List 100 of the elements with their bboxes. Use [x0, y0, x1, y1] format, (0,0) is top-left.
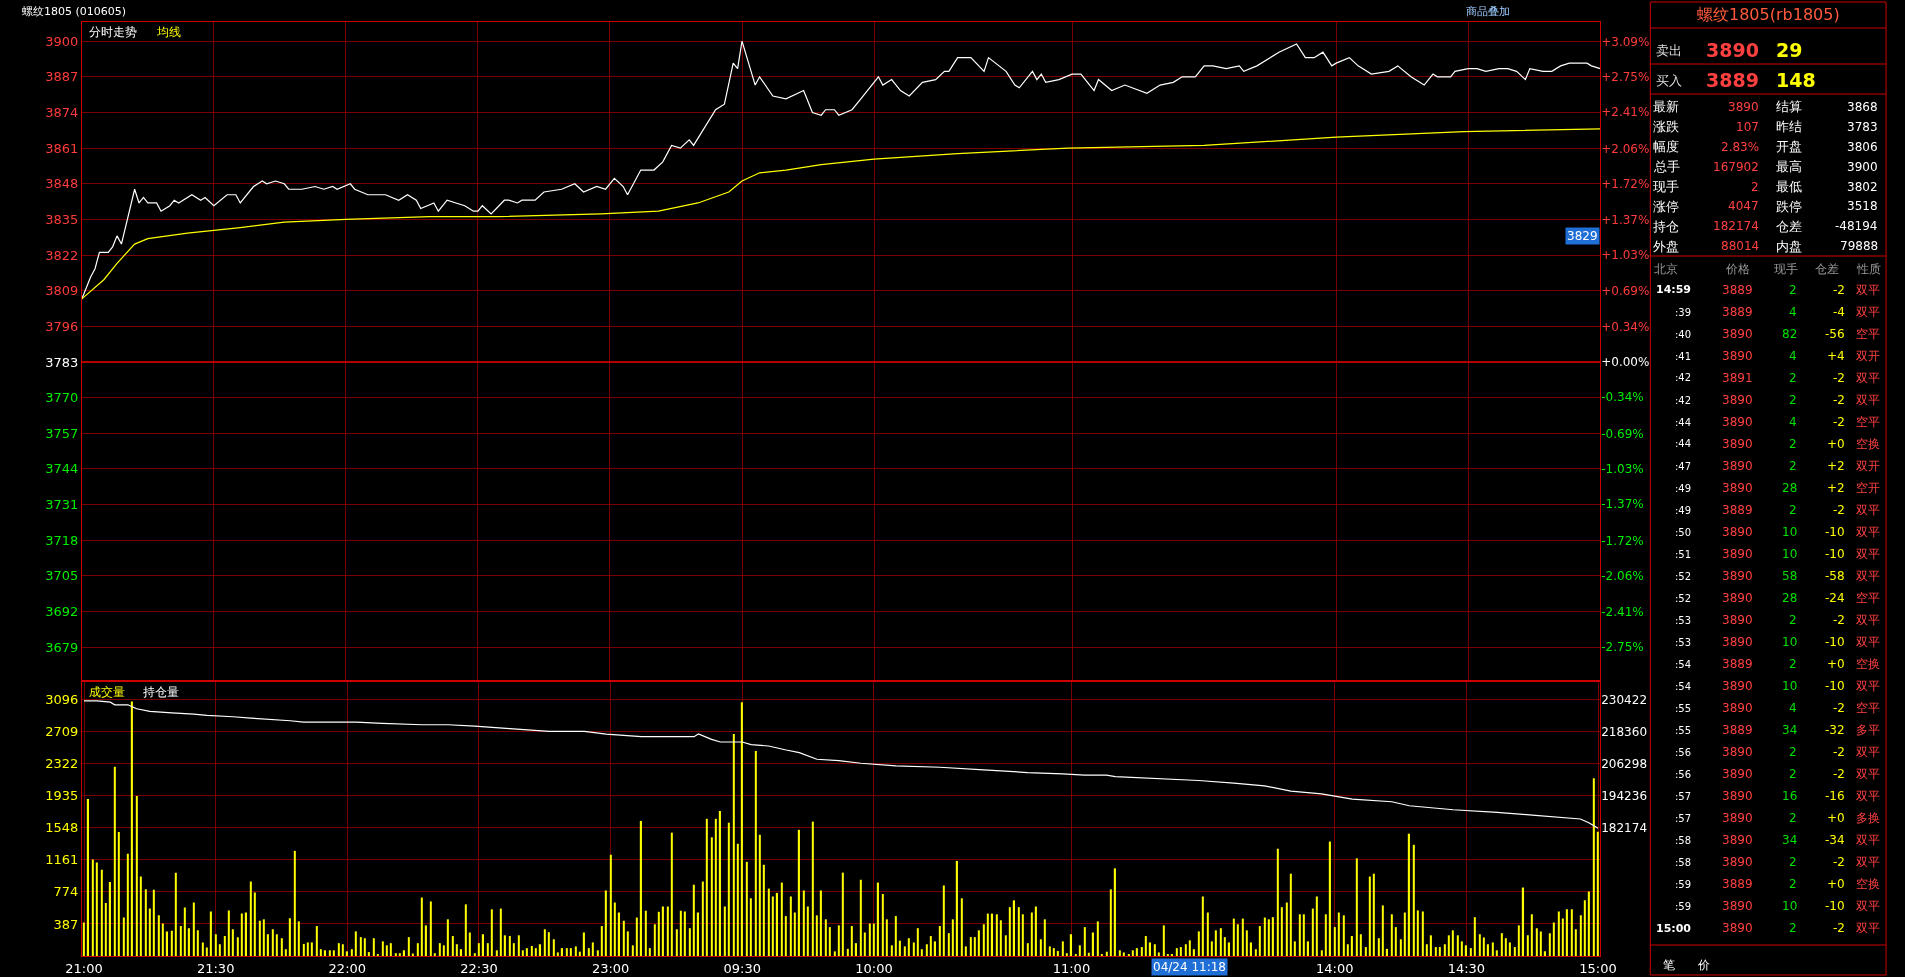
text: +4	[1827, 349, 1845, 363]
bar	[1552, 922, 1555, 956]
text: 双平	[1856, 283, 1880, 297]
y2-tick-label: +1.72%	[1601, 176, 1650, 191]
text: 3900	[1847, 160, 1878, 174]
text: 螺纹1805(rb1805)	[1697, 5, 1840, 24]
text: 2	[1789, 437, 1797, 451]
bar	[771, 896, 774, 956]
bar	[600, 926, 603, 956]
bar	[960, 898, 963, 956]
bar	[802, 890, 805, 956]
bar	[1091, 932, 1094, 956]
bar	[903, 946, 906, 956]
text: -10	[1825, 635, 1845, 649]
bar	[1061, 941, 1064, 956]
text: 2	[1789, 811, 1797, 825]
bar	[1083, 927, 1086, 956]
bar	[1017, 907, 1020, 956]
text: 持仓	[1653, 219, 1679, 234]
y-tick-label: 3822	[45, 247, 79, 263]
bar	[402, 950, 405, 956]
text: 价	[1698, 958, 1710, 972]
text: -10	[1825, 679, 1845, 693]
text: 价格	[1726, 262, 1750, 276]
text: 总手	[1654, 159, 1680, 174]
text: -24	[1825, 591, 1845, 605]
bar	[1355, 858, 1358, 956]
bar	[284, 949, 287, 956]
bar	[1565, 909, 1568, 956]
bar	[1004, 935, 1007, 956]
text: +0	[1827, 877, 1845, 891]
bar	[508, 936, 511, 956]
bar	[1337, 912, 1340, 956]
bar	[135, 795, 138, 956]
text: 最新	[1653, 99, 1679, 114]
bar	[1034, 906, 1037, 956]
text: :44	[1675, 438, 1692, 449]
bar	[1109, 889, 1112, 956]
text: 2	[1789, 503, 1797, 517]
bar	[1478, 934, 1481, 956]
bar	[1315, 896, 1318, 956]
bar	[859, 879, 862, 956]
bar	[1056, 951, 1059, 956]
y-tick-label: 3796	[45, 318, 79, 334]
bar	[258, 920, 261, 956]
bar	[394, 953, 397, 956]
bar	[692, 884, 695, 956]
bar	[1579, 915, 1582, 956]
series-label: 持仓量	[143, 685, 179, 699]
text: :41	[1675, 351, 1692, 362]
y2-tick-label: -1.72%	[1601, 533, 1644, 548]
text: 3890	[1722, 437, 1753, 451]
bar	[157, 915, 160, 956]
bar	[587, 948, 590, 956]
bar	[626, 931, 629, 956]
bar	[1267, 919, 1270, 956]
bar	[227, 910, 230, 956]
text: 双平	[1856, 745, 1880, 759]
bar	[701, 881, 704, 956]
y2-tick-label: -2.06%	[1601, 568, 1644, 583]
text: +0	[1827, 811, 1845, 825]
y-tick-label: 3783	[45, 354, 79, 370]
bar	[767, 888, 770, 956]
bar	[881, 894, 884, 956]
text: 3889	[1722, 283, 1753, 297]
text: +0	[1827, 657, 1845, 671]
bar	[1447, 935, 1450, 956]
text: 空平	[1856, 415, 1880, 429]
text: 3802	[1847, 180, 1878, 194]
bar	[407, 937, 410, 956]
bar	[876, 882, 879, 956]
text: 昨结	[1776, 119, 1802, 134]
bar	[1399, 939, 1402, 956]
bar	[1021, 914, 1024, 956]
text: :53	[1675, 637, 1692, 648]
y2-tick-label: +1.03%	[1601, 248, 1650, 263]
bar	[1587, 891, 1590, 956]
bar	[1306, 941, 1310, 956]
bar	[894, 916, 897, 956]
text: 3889	[1722, 877, 1753, 891]
bar	[1188, 940, 1191, 956]
text: 3890	[1722, 349, 1753, 363]
y2-tick-label: -1.37%	[1601, 497, 1644, 512]
text: 双平	[1856, 547, 1880, 561]
text: 现手	[1653, 179, 1679, 194]
bar	[1285, 902, 1288, 956]
text: 双平	[1856, 679, 1880, 693]
bar	[705, 818, 708, 956]
text: 买入	[1656, 73, 1682, 88]
bar	[280, 938, 283, 956]
bar	[1333, 927, 1336, 956]
text: 结算	[1776, 99, 1802, 114]
bar	[1517, 925, 1520, 956]
text: :57	[1675, 791, 1692, 802]
text: :39	[1675, 307, 1692, 318]
bar	[341, 944, 344, 956]
bar	[517, 935, 520, 956]
bar	[538, 944, 542, 956]
y2-tick-label: -0.34%	[1601, 390, 1644, 405]
bar	[218, 944, 221, 956]
